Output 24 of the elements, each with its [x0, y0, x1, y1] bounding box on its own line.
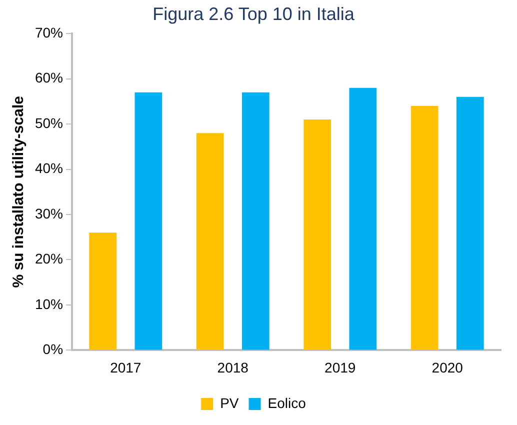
bar [304, 120, 332, 350]
y-tick-label: 20% [34, 250, 64, 267]
y-axis-title: % su installato utility-scale [10, 96, 28, 288]
legend-label: Eolico [268, 394, 306, 411]
bar [196, 133, 224, 350]
bar [242, 92, 270, 350]
x-tick-label: 2018 [217, 359, 249, 376]
bar [89, 232, 117, 350]
y-tick-label: 40% [34, 160, 64, 176]
bar [456, 96, 484, 350]
y-tick-label: 30% [34, 205, 64, 222]
bar [349, 88, 377, 350]
chart-title: Figura 2.6 Top 10 in Italia [152, 4, 356, 24]
x-tick-label: 2020 [432, 359, 464, 376]
bar [410, 106, 438, 350]
y-tick-label: 0% [42, 341, 64, 358]
bar [134, 92, 162, 350]
y-tick-label: 10% [34, 296, 64, 312]
x-tick-label: 2017 [110, 359, 142, 376]
legend-label: PV [220, 394, 240, 411]
y-tick-label: 60% [34, 70, 64, 86]
y-tick-label: 50% [34, 114, 64, 131]
x-tick-label: 2019 [324, 359, 356, 376]
y-tick-label: 70% [34, 24, 64, 40]
